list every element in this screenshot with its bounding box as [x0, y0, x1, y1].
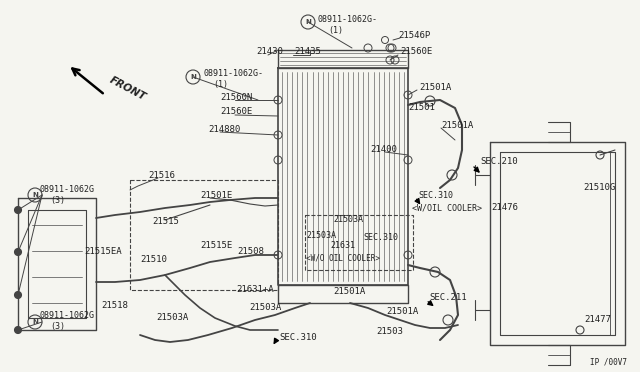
Text: 21400: 21400	[370, 145, 397, 154]
Text: 21503A: 21503A	[306, 231, 336, 240]
Text: 21501E: 21501E	[200, 190, 232, 199]
Text: (3): (3)	[50, 323, 65, 331]
Circle shape	[15, 292, 22, 298]
Text: (1): (1)	[213, 80, 228, 89]
Text: SEC.310: SEC.310	[363, 234, 398, 243]
Text: 21503A: 21503A	[156, 314, 188, 323]
Text: 08911-1062G-: 08911-1062G-	[318, 16, 378, 25]
Text: N: N	[305, 19, 311, 25]
Text: 08911-1062G-: 08911-1062G-	[203, 68, 263, 77]
Text: 21515E: 21515E	[200, 241, 232, 250]
Text: 21501A: 21501A	[386, 308, 419, 317]
Text: 21477: 21477	[584, 315, 611, 324]
Text: 21435: 21435	[294, 48, 321, 57]
Text: 21476: 21476	[491, 202, 518, 212]
Text: N: N	[32, 192, 38, 198]
Text: 21503A: 21503A	[249, 304, 281, 312]
Text: SEC.310: SEC.310	[418, 192, 453, 201]
Text: 214880: 214880	[208, 125, 240, 134]
Text: 21430: 21430	[256, 48, 283, 57]
Text: 21631+A: 21631+A	[236, 285, 274, 294]
Text: 21518: 21518	[101, 301, 128, 310]
Text: <W/O OIL COOLER>: <W/O OIL COOLER>	[306, 253, 380, 263]
Text: 21510G: 21510G	[583, 183, 615, 192]
Text: 21516: 21516	[148, 170, 175, 180]
Text: N: N	[190, 74, 196, 80]
Text: (3): (3)	[50, 196, 65, 205]
Text: 21515: 21515	[152, 218, 179, 227]
Text: 21515EA: 21515EA	[84, 247, 122, 257]
Bar	[305, 215, 413, 270]
Text: SEC.210: SEC.210	[480, 157, 518, 167]
Text: 21501A: 21501A	[333, 288, 365, 296]
Text: <W/OIL COOLER>: <W/OIL COOLER>	[412, 203, 482, 212]
Text: 08911-1062G: 08911-1062G	[40, 311, 95, 321]
Text: 21501A: 21501A	[441, 121, 473, 129]
Circle shape	[15, 206, 22, 214]
Text: N: N	[32, 319, 38, 325]
Text: SEC.211: SEC.211	[429, 294, 467, 302]
Text: IP /00V7: IP /00V7	[590, 357, 627, 366]
Text: 21508: 21508	[237, 247, 264, 257]
Text: 21510: 21510	[140, 256, 167, 264]
Text: 21503: 21503	[376, 327, 403, 337]
Text: 21560N: 21560N	[220, 93, 252, 102]
Text: 21501A: 21501A	[419, 83, 451, 92]
Bar	[130, 180, 278, 290]
Text: FRONT: FRONT	[108, 74, 148, 102]
Circle shape	[15, 327, 22, 334]
Text: 21546P: 21546P	[398, 32, 430, 41]
Text: 21631: 21631	[330, 241, 355, 250]
Text: 21501: 21501	[408, 103, 435, 112]
Text: 21560E: 21560E	[220, 108, 252, 116]
Text: 21560E: 21560E	[400, 48, 432, 57]
Text: 21503A: 21503A	[333, 215, 363, 224]
Text: SEC.310: SEC.310	[279, 334, 317, 343]
Circle shape	[15, 248, 22, 256]
Text: (1): (1)	[328, 26, 343, 35]
Text: 08911-1062G: 08911-1062G	[40, 186, 95, 195]
